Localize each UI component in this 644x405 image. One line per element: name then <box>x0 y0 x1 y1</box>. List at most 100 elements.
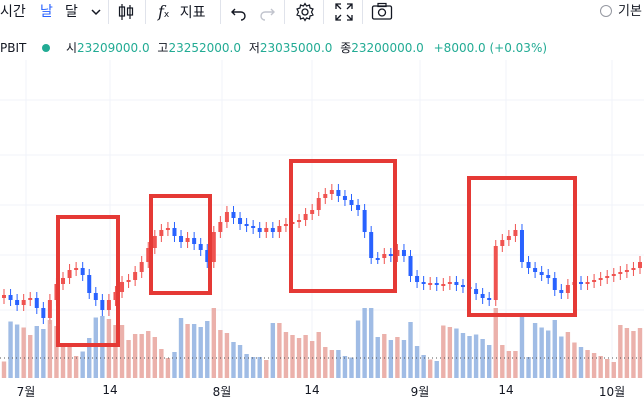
volume-bar <box>250 357 256 378</box>
candle-body <box>631 268 636 270</box>
highlight-box <box>56 215 120 347</box>
open-value: 23209000.0 <box>77 41 150 55</box>
volume-bar <box>618 325 623 378</box>
x-tick-label: 14 <box>498 383 514 397</box>
volume-bar <box>500 345 505 378</box>
basic-toggle[interactable]: 기본 <box>600 2 642 22</box>
candle-style-icon[interactable] <box>117 2 135 22</box>
candle-body <box>61 278 66 284</box>
candle-body <box>434 283 439 285</box>
volume-bar <box>165 358 171 378</box>
fullscreen-icon[interactable] <box>334 2 354 22</box>
interval-dropdown-chevron-icon[interactable] <box>90 2 102 22</box>
volume-bar <box>591 353 597 378</box>
x-tick-label: 14 <box>304 383 320 397</box>
volume-bar <box>414 346 420 378</box>
price-chart[interactable] <box>0 0 644 378</box>
ohlc-legend: PBIT 시23209000.0 고23252000.0 저23035000.0… <box>0 41 548 55</box>
candle-body <box>87 275 92 293</box>
candle-body <box>519 230 524 262</box>
volume-bar <box>427 359 433 378</box>
interval-hour-button[interactable]: 시간 <box>0 4 26 20</box>
undo-icon[interactable] <box>231 2 247 22</box>
highlight-box <box>289 159 397 293</box>
candle-body <box>618 272 623 274</box>
settings-gear-icon[interactable] <box>295 2 315 22</box>
volume-bar <box>460 333 466 378</box>
candle-body <box>120 282 125 292</box>
candle-body <box>34 298 39 308</box>
volume-bar <box>513 351 518 378</box>
candle-body <box>198 244 203 250</box>
candle-body <box>133 272 138 280</box>
candle-body <box>349 200 354 205</box>
volume-bar <box>585 350 590 378</box>
volume-bar <box>408 322 413 378</box>
candle-body <box>100 300 105 310</box>
candle-body <box>316 198 321 210</box>
volume-bar <box>605 359 610 378</box>
candle-body <box>480 294 485 298</box>
low-value: 23035000.0 <box>259 41 333 55</box>
candle-body <box>152 236 157 248</box>
volume-bar <box>382 334 387 378</box>
interval-month-button[interactable]: 달 <box>65 4 78 20</box>
candle-body <box>559 290 564 293</box>
volume-bar <box>119 325 125 378</box>
volume-bar <box>565 332 571 378</box>
candle-body <box>415 276 420 282</box>
indicators-button[interactable]: fx 지표 <box>158 2 206 21</box>
candle-body <box>336 190 341 196</box>
volume-bar <box>106 319 112 378</box>
candle-body <box>506 236 511 240</box>
top-toolbar: 시간 날 달 fx 지표 <box>0 0 644 26</box>
candle-body <box>474 289 479 294</box>
candle-body <box>106 300 111 310</box>
volume-bar <box>178 318 184 378</box>
candle-body <box>257 228 262 232</box>
volume-bar <box>388 340 394 378</box>
volume-bar <box>329 350 335 378</box>
candle-body <box>113 292 118 300</box>
volume-bar <box>323 347 328 378</box>
volume-bar <box>303 335 308 378</box>
volume-bar <box>277 323 282 378</box>
candle-body <box>139 262 144 272</box>
change-value: +8000.0 (+0.03%) <box>433 41 548 55</box>
candle-body <box>500 240 505 246</box>
candle-body <box>28 298 33 300</box>
volume-bar <box>152 337 158 378</box>
close-value: 23200000.0 <box>351 41 424 55</box>
interval-day-button[interactable]: 날 <box>40 4 53 20</box>
candle-body <box>238 218 243 224</box>
volume-bar <box>532 323 538 378</box>
candle-body <box>447 282 452 284</box>
candle-body <box>546 275 551 278</box>
volume-bar <box>309 341 315 378</box>
redo-icon[interactable] <box>259 2 275 22</box>
volume-bar <box>198 327 203 378</box>
volume-bar <box>93 317 98 378</box>
candle-body <box>224 212 229 222</box>
candle-body <box>441 284 446 286</box>
candle-body <box>93 293 98 300</box>
candle-body <box>342 196 347 200</box>
indicators-label: 지표 <box>179 5 206 21</box>
candle-body <box>638 262 642 268</box>
volume-bar <box>637 328 643 378</box>
volume-bar <box>54 326 59 378</box>
candle-body <box>578 282 583 284</box>
volume-bar <box>316 332 321 378</box>
volume-bar <box>486 345 492 378</box>
volume-bar <box>473 334 479 378</box>
volume-bar <box>421 355 426 378</box>
candle-body <box>408 256 413 276</box>
candle-body <box>493 246 498 300</box>
volume-bar <box>572 342 577 378</box>
candle-body <box>428 283 433 285</box>
volume-bar <box>28 335 33 378</box>
symbol-name: PBIT <box>0 41 27 55</box>
volume-bar <box>14 324 20 378</box>
camera-screenshot-icon[interactable] <box>371 2 393 22</box>
candle-body <box>369 232 374 258</box>
